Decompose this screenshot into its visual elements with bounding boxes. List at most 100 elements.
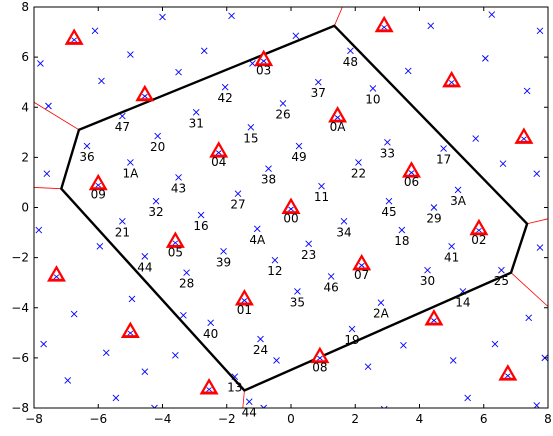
voronoi-edge bbox=[34, 187, 62, 190]
cross-marker-17 bbox=[440, 145, 447, 152]
x-tick-label: −6 bbox=[89, 412, 107, 426]
cross-marker bbox=[172, 352, 179, 359]
point-label-39: 39 bbox=[216, 255, 231, 269]
cross-marker bbox=[96, 243, 104, 250]
x-tick-label: −8 bbox=[25, 412, 43, 426]
cross-marker bbox=[98, 77, 105, 85]
point-label-37: 37 bbox=[311, 86, 326, 100]
cross-marker bbox=[180, 311, 187, 319]
point-label-33: 33 bbox=[380, 146, 395, 160]
cross-marker bbox=[43, 170, 51, 177]
triangle-marker bbox=[199, 377, 219, 395]
point-label-46: 46 bbox=[324, 280, 339, 294]
point-label-18: 18 bbox=[394, 234, 409, 248]
x-tick-label: 6 bbox=[480, 412, 488, 426]
point-label-03: 03 bbox=[256, 64, 271, 78]
cross-marker bbox=[404, 67, 412, 75]
voronoi-edge bbox=[334, 7, 343, 26]
x-tick-label: 4 bbox=[416, 412, 424, 426]
point-label-29: 29 bbox=[426, 212, 441, 226]
cross-marker-49 bbox=[295, 142, 303, 150]
triangle-marker-00 bbox=[281, 197, 301, 214]
point-label-0A: 0A bbox=[330, 120, 347, 134]
point-label-1A: 1A bbox=[122, 166, 139, 180]
y-tick-label: −2 bbox=[11, 251, 29, 265]
cross-marker-38 bbox=[265, 165, 272, 172]
boundary-line bbox=[59, 24, 529, 392]
point-label-15: 15 bbox=[243, 131, 258, 145]
cross-marker bbox=[464, 394, 472, 402]
cross-marker-3A bbox=[454, 186, 462, 194]
point-label-27: 27 bbox=[230, 198, 245, 212]
triangle-marker-09 bbox=[88, 173, 108, 191]
point-label-48: 48 bbox=[343, 55, 358, 69]
point-label-38: 38 bbox=[261, 173, 276, 187]
triangle-marker bbox=[498, 364, 518, 381]
cross-marker-26 bbox=[279, 100, 287, 107]
triangle-marker-05 bbox=[165, 231, 185, 248]
cross-marker bbox=[525, 314, 533, 322]
cross-marker-35 bbox=[294, 288, 301, 295]
cross-marker bbox=[70, 310, 78, 318]
cross-markers bbox=[35, 11, 548, 408]
point-labels: 00 01 02 03 04 05 06 07 08 09 0A 10 11 12 13 14 15 16 17 18… bbox=[79, 55, 509, 420]
voronoi-edge bbox=[527, 218, 548, 225]
y-tick-label: 6 bbox=[21, 50, 29, 64]
cross-marker bbox=[37, 60, 44, 67]
cross-marker-27 bbox=[234, 190, 242, 198]
x-tick-label: 8 bbox=[544, 412, 552, 426]
cross-marker-19 bbox=[348, 325, 356, 333]
cross-marker bbox=[533, 170, 541, 177]
cross-marker bbox=[128, 295, 136, 303]
cross-marker-31 bbox=[192, 108, 200, 116]
cross-marker-18 bbox=[398, 226, 406, 234]
y-tick-label: −6 bbox=[11, 351, 29, 365]
y-tick-label: 0 bbox=[21, 201, 29, 215]
point-label-31: 31 bbox=[189, 116, 204, 130]
point-label-3A: 3A bbox=[450, 194, 467, 208]
cross-marker-44 bbox=[245, 398, 253, 406]
point-label-17: 17 bbox=[436, 153, 451, 167]
cross-marker-16 bbox=[197, 211, 205, 219]
cross-marker-30 bbox=[424, 266, 431, 274]
point-label-35: 35 bbox=[290, 295, 305, 309]
cross-marker-2A bbox=[377, 299, 385, 307]
cross-marker bbox=[400, 342, 407, 349]
point-label-02: 02 bbox=[471, 233, 486, 247]
cross-marker bbox=[292, 32, 300, 40]
voronoi-edge bbox=[34, 101, 80, 131]
cross-marker bbox=[64, 377, 72, 384]
point-label-45: 45 bbox=[381, 205, 396, 219]
cross-marker-39 bbox=[220, 248, 227, 255]
point-label-28: 28 bbox=[179, 277, 194, 291]
point-label-08: 08 bbox=[312, 361, 327, 375]
voronoi-edge bbox=[510, 272, 548, 307]
point-label-11: 11 bbox=[314, 190, 329, 204]
cross-marker-32 bbox=[152, 197, 160, 205]
cross-marker bbox=[151, 404, 158, 408]
point-label-10: 10 bbox=[365, 92, 380, 106]
y-tick-label: −4 bbox=[11, 301, 29, 315]
cross-marker bbox=[472, 135, 480, 142]
y-tick-label: 4 bbox=[21, 100, 29, 114]
cross-marker bbox=[200, 47, 208, 55]
cross-marker bbox=[273, 357, 280, 364]
cross-marker-21 bbox=[119, 217, 126, 225]
cross-marker bbox=[141, 368, 149, 375]
point-label-2A: 2A bbox=[373, 307, 390, 321]
x-tick-label: 0 bbox=[287, 412, 295, 426]
point-label-16: 16 bbox=[193, 219, 208, 233]
point-label-09: 09 bbox=[91, 188, 106, 202]
triangle-markers bbox=[46, 15, 534, 395]
cross-marker-1A bbox=[127, 159, 134, 166]
point-label-19: 19 bbox=[344, 333, 359, 347]
point-label-36: 36 bbox=[79, 150, 94, 164]
cross-marker-43 bbox=[175, 174, 182, 181]
point-label-07: 07 bbox=[354, 268, 369, 282]
x-tick-label: −4 bbox=[154, 412, 172, 426]
cross-marker bbox=[380, 405, 388, 408]
voronoi-edges bbox=[34, 7, 548, 408]
cross-marker bbox=[40, 340, 47, 348]
